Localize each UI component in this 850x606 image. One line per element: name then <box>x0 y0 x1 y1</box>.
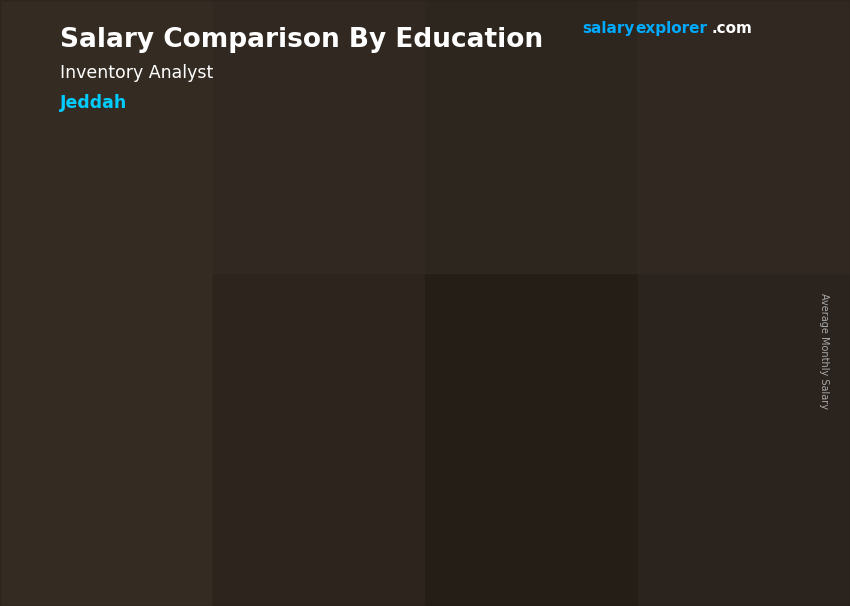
Bar <box>100 373 200 381</box>
Text: 11,500 SAR: 11,500 SAR <box>389 330 470 344</box>
Text: الله أكبر: الله أكبر <box>709 68 749 77</box>
Bar <box>462 277 560 291</box>
Text: 16,700 SAR: 16,700 SAR <box>570 258 650 271</box>
Bar <box>281 349 380 509</box>
Bar <box>281 349 289 509</box>
Text: +31%: +31% <box>567 137 635 157</box>
Text: ✦✦✦✦✦: ✦✦✦✦✦ <box>717 81 740 85</box>
Bar <box>733 204 741 509</box>
Bar <box>642 204 649 509</box>
Text: Average Monthly Salary: Average Monthly Salary <box>819 293 829 410</box>
Text: 9,780 SAR: 9,780 SAR <box>209 356 281 369</box>
Bar <box>552 277 560 509</box>
Bar <box>100 373 200 509</box>
Bar <box>100 373 109 509</box>
Text: Jeddah: Jeddah <box>60 94 127 112</box>
Text: salary: salary <box>582 21 635 36</box>
Text: Inventory Analyst: Inventory Analyst <box>60 64 212 82</box>
Bar <box>192 373 200 509</box>
Text: +18%: +18% <box>207 284 275 304</box>
Bar <box>642 204 741 222</box>
Bar <box>462 277 469 509</box>
Bar <box>281 349 380 359</box>
Bar <box>642 204 741 509</box>
Text: explorer: explorer <box>636 21 708 36</box>
Text: Salary Comparison By Education: Salary Comparison By Education <box>60 27 542 53</box>
Bar <box>462 277 560 509</box>
Text: +45%: +45% <box>387 205 455 225</box>
Text: 21,900 SAR: 21,900 SAR <box>750 184 831 198</box>
Bar <box>372 349 380 509</box>
Bar <box>694 92 763 95</box>
Text: .com: .com <box>711 21 752 36</box>
